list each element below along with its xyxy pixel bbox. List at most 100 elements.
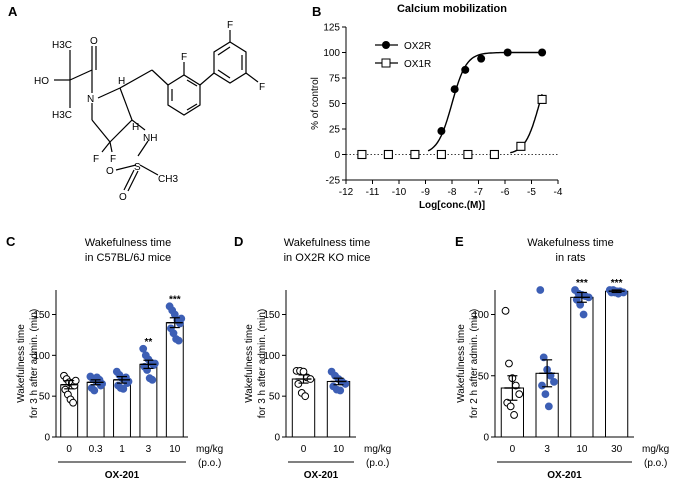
x-tick-label: 1 (119, 444, 125, 455)
y-tick-label: 0 (274, 433, 280, 444)
bond (123, 169, 135, 191)
x-tick-label: 0 (66, 444, 72, 455)
y-axis-label: Wakefulness time (456, 324, 467, 403)
unit-label: (p.o.) (644, 458, 667, 469)
panel-c-letter: C (6, 234, 16, 249)
atom-label: O (106, 166, 114, 177)
chart-title: in C57BL/6J mice (85, 252, 171, 264)
significance-marker: ** (145, 337, 153, 348)
y-tick-label: 100 (472, 310, 489, 321)
y-tick-label: 100 (323, 48, 340, 59)
unit-label: mg/kg (364, 444, 391, 455)
data-point-ox1r (516, 141, 526, 151)
x-tick-label: -11 (366, 187, 380, 198)
data-point (541, 390, 550, 399)
x-tick-label: 3 (544, 444, 550, 455)
x-tick-label: -7 (474, 187, 483, 198)
data-point (177, 314, 186, 323)
x-tick-label: 10 (169, 444, 181, 455)
atom-label: N (87, 94, 94, 105)
panel-b-letter: B (312, 4, 321, 19)
chart-title: Wakefulness time (527, 237, 613, 249)
data-point-ox2r (538, 48, 547, 57)
x-tick-label: 10 (576, 444, 588, 455)
atom-label: S (134, 162, 141, 173)
bond (139, 164, 159, 176)
y-tick-label: 100 (33, 351, 50, 362)
data-point-ox2r (461, 65, 470, 74)
data-point (90, 386, 99, 395)
atom-label: F (227, 20, 233, 31)
data-point-ox1r (436, 149, 446, 160)
atom-label: O (90, 36, 98, 47)
atom-label: F (259, 82, 265, 93)
x-tick-label: 10 (333, 444, 345, 455)
significance-marker: *** (611, 278, 623, 289)
atom-label: CH3 (158, 174, 178, 185)
y-tick-label: 150 (33, 310, 50, 321)
y-axis-label: for 3 h after admin. (min) (29, 309, 40, 418)
chart-title: Calcium mobilization (397, 3, 507, 15)
legend-marker (382, 41, 390, 49)
data-point (148, 375, 157, 384)
data-point (143, 366, 152, 374)
group-label: OX-201 (304, 470, 339, 481)
y-tick-label: 75 (329, 74, 341, 85)
data-point-ox1r (357, 149, 367, 160)
y-axis-label: % of control (310, 77, 321, 130)
legend-label: OX1R (404, 59, 431, 70)
y-axis-label: Wakefulness time (244, 324, 255, 403)
bond (131, 119, 146, 131)
data-point-ox2r (503, 48, 512, 57)
data-point (544, 402, 553, 411)
aromatic-bond (217, 69, 231, 79)
y-axis-label: Wakefulness time (16, 324, 27, 403)
aromatic-bond (186, 79, 198, 87)
significance-marker: *** (576, 278, 588, 289)
y-tick-label: 0 (44, 433, 50, 444)
ring-bond (97, 87, 121, 99)
x-tick-label: 0 (301, 444, 307, 455)
y-tick-label: -25 (326, 176, 341, 187)
atom-label: H (118, 76, 125, 87)
group-label: OX-201 (547, 470, 582, 481)
x-tick-label: 30 (611, 444, 623, 455)
bar (291, 378, 316, 438)
data-point (579, 310, 588, 319)
data-point-ox2r (477, 54, 486, 63)
x-tick-label: 3 (146, 444, 152, 455)
bond (127, 170, 139, 192)
y-tick-label: 50 (478, 371, 490, 382)
aromatic-bond (217, 46, 231, 56)
unit-label: (p.o.) (366, 458, 389, 469)
data-point (336, 386, 345, 395)
chart-title: in OX2R KO mice (284, 252, 371, 264)
data-point (294, 380, 303, 388)
unit-label: mg/kg (642, 444, 669, 455)
panel-e-letter: E (455, 234, 464, 249)
atom-label: O (119, 192, 127, 203)
data-point-ox2r (450, 85, 459, 94)
x-tick-label: -12 (339, 187, 354, 198)
data-point-ox1r (463, 149, 473, 160)
legend-label: OX2R (404, 41, 431, 52)
y-tick-label: 50 (269, 392, 281, 403)
y-tick-label: 0 (334, 150, 340, 161)
ring-bond (109, 119, 133, 143)
x-tick-label: -5 (527, 187, 536, 198)
data-point (501, 306, 510, 315)
bond (101, 141, 111, 153)
data-point (536, 286, 545, 294)
bond (119, 69, 153, 89)
atom-label: F (93, 154, 99, 165)
unit-label: mg/kg (196, 444, 223, 455)
atom-label: NH (143, 133, 157, 144)
data-point (550, 377, 558, 386)
data-point (124, 377, 133, 386)
unit-label: (p.o.) (198, 458, 221, 469)
data-point-ox1r (410, 149, 420, 160)
data-point (506, 402, 515, 411)
atom-label: F (110, 154, 116, 165)
chart-title: in rats (556, 252, 586, 264)
